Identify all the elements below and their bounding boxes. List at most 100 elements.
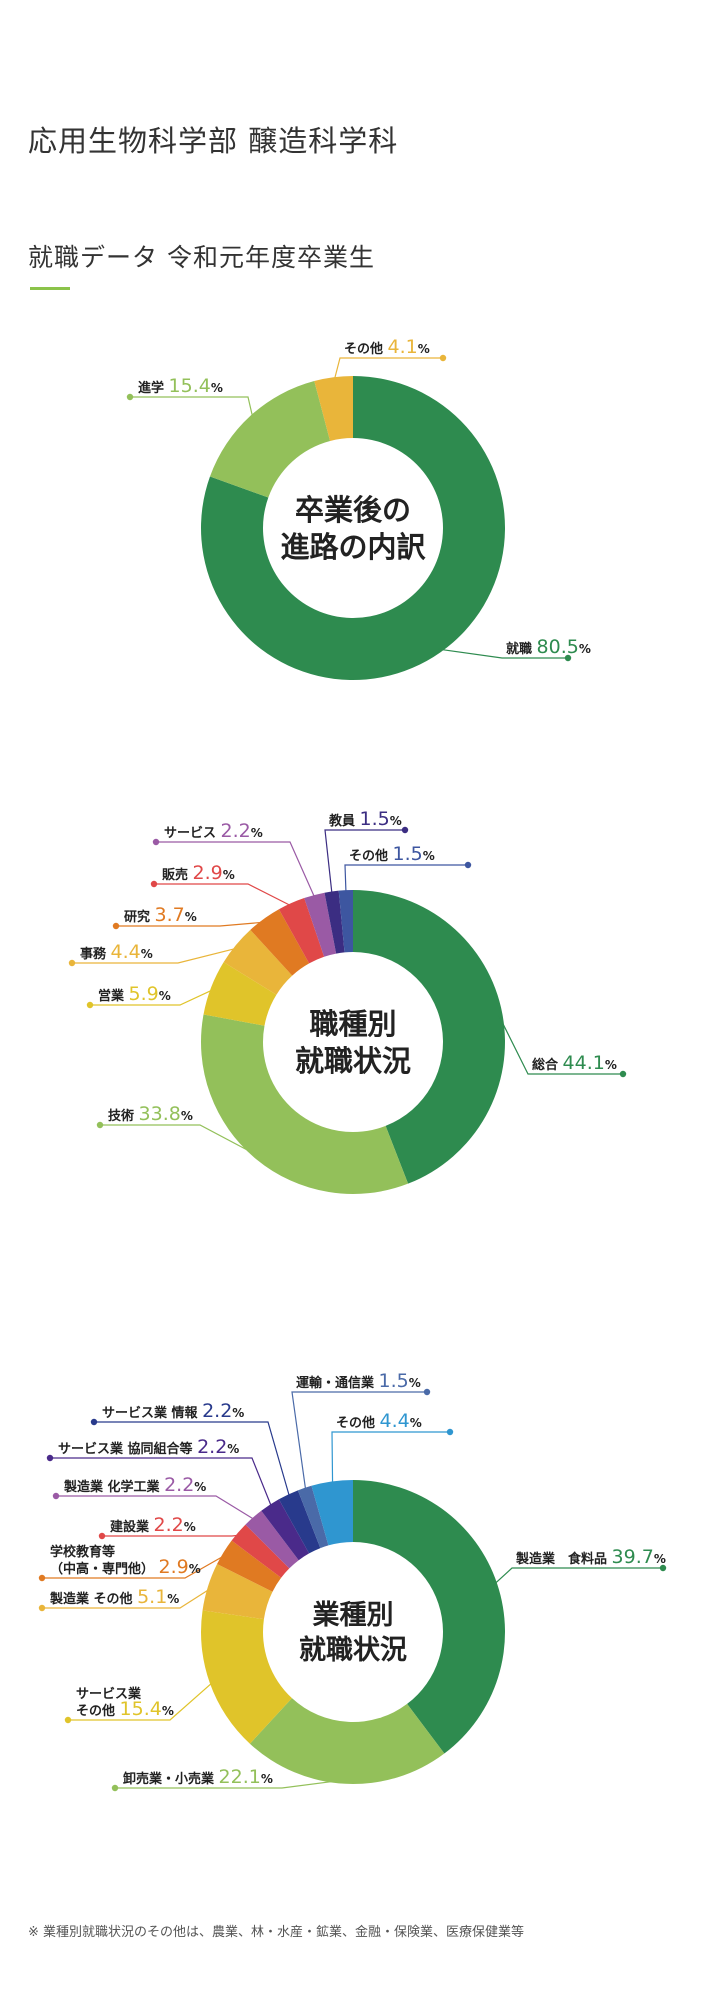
slice-label: サービス 2.2% (164, 820, 263, 842)
leader-line (324, 829, 405, 896)
footnote: ※ 業種別就職状況のその他は、農業、林・水産・鉱業、金融・保険業、医療保健業等 (28, 1925, 525, 1940)
leader-dot (423, 1388, 431, 1396)
leader-line (130, 396, 254, 419)
pie-slice (304, 892, 337, 957)
pie-slice (209, 381, 331, 498)
slice-label: その他 4.4% (336, 1410, 422, 1432)
center-label: 職種別 (309, 1007, 396, 1041)
leader-dot (96, 1121, 104, 1129)
slice-label: 製造業 食料品 39.7% (515, 1546, 666, 1568)
pie-slice (353, 890, 506, 1184)
slice-value: 44.1 (563, 1052, 605, 1074)
slice-value: 80.5 (537, 636, 579, 658)
leader-dot (64, 1716, 72, 1724)
leader-dot (46, 1454, 54, 1462)
slice-value: 22.1 (219, 1766, 261, 1788)
leader-dot (111, 1784, 119, 1792)
slice-label: 製造業 その他 5.1% (49, 1586, 179, 1608)
pie-slice (314, 376, 353, 441)
leader-line (50, 1457, 273, 1509)
leader-dot (86, 1001, 94, 1009)
section-title: 就職データ 令和元年度卒業生 (28, 243, 375, 272)
leader-line (68, 1681, 214, 1721)
leader-line (115, 1779, 346, 1789)
slice-label: 就職 80.5% (506, 636, 591, 658)
leader-dot (52, 1492, 60, 1500)
slice-value: 4.4 (111, 941, 141, 963)
slice-value: 2.9 (193, 862, 223, 884)
title-underline (30, 287, 70, 290)
chart-industry: 製造業 食料品 39.7% 卸売業・小売業 22.1% サービス業 その他 15.4… (38, 1370, 667, 1792)
slice-label: 営業 5.9% (98, 983, 171, 1005)
slice-value: 5.9 (129, 983, 159, 1005)
slice-label: 運輸・通信業 1.5% (296, 1370, 421, 1392)
slice-value: 1.5 (393, 843, 423, 865)
chart-job-type: 総合 44.1% 技術 33.8% 営業 5.9% 事務 4.4% 研究 3.7% 販売 … (68, 808, 627, 1194)
pie-slice (217, 1540, 282, 1592)
pie-slice (203, 962, 277, 1026)
slice-label: 進学 15.4% (138, 375, 223, 397)
slice-label: 学校教育等 (50, 1544, 115, 1560)
leader-dot (446, 1428, 454, 1436)
pie-slice (201, 1610, 292, 1744)
slice-label: サービス業 情報 2.2% (102, 1400, 244, 1422)
slice-value: 4.1 (388, 336, 418, 358)
pie-slice (231, 1524, 290, 1578)
center-label: 進路の内訳 (280, 530, 426, 564)
pie-slice (201, 1014, 409, 1194)
slice-label: 販売 2.9% (162, 862, 235, 884)
slice-value: 1.5 (360, 808, 390, 830)
pie-slice (261, 1499, 310, 1561)
slice-label: 卸売業・小売業 22.1% (123, 1766, 273, 1788)
leader-line (333, 357, 443, 382)
leader-line (100, 1124, 259, 1157)
slice-value: 15.4 (169, 375, 211, 397)
leader-dot (464, 861, 472, 869)
center-label: 就職状況 (295, 1044, 411, 1078)
slice-label: その他 15.4% (76, 1698, 174, 1720)
center-label: 就職状況 (299, 1635, 407, 1666)
pie-slice (311, 1480, 353, 1546)
page-title: 応用生物科学部 醸造科学科 (28, 124, 399, 158)
slice-label: 教員 1.5% (328, 808, 402, 830)
slice-label: その他 1.5% (349, 843, 435, 865)
leader-line (116, 921, 267, 927)
leader-line (42, 1587, 213, 1609)
slice-label: 研究 3.7% (124, 904, 197, 926)
leader-line (156, 841, 316, 900)
leader-dot (112, 922, 120, 930)
slice-value: 2.2 (154, 1514, 184, 1536)
pie-slice (250, 909, 310, 976)
slice-label: 事務 4.4% (80, 941, 153, 963)
leader-line (344, 864, 468, 895)
leader-dot (68, 959, 76, 967)
pie-slice (249, 1698, 445, 1784)
leader-dot (152, 838, 160, 846)
leader-line (291, 1391, 427, 1492)
leader-line (492, 1567, 663, 1586)
slice-value: 4.4 (380, 1410, 410, 1432)
leader-dot (90, 1418, 98, 1426)
leader-line (102, 1534, 242, 1537)
slice-label: 技術 33.8% (108, 1103, 193, 1125)
slice-value: 39.7 (612, 1546, 654, 1568)
leader-line (331, 1431, 450, 1486)
leader-line (56, 1495, 257, 1521)
slice-value: 2.2 (221, 820, 251, 842)
leader-dot (126, 393, 134, 401)
leader-line (438, 648, 568, 659)
slice-label: 総合 44.1% (532, 1052, 617, 1074)
leader-line (154, 883, 294, 908)
slice-value: 5.1 (137, 1586, 167, 1608)
slice-value: 15.4 (120, 1698, 162, 1720)
slice-label: 建設業 2.2% (110, 1514, 196, 1536)
pie-slice (201, 376, 505, 680)
pie-slice (338, 890, 353, 953)
pie-slice (324, 890, 345, 954)
slice-label: （中高・専門他） 2.9% (50, 1556, 201, 1578)
slice-value: 2.9 (159, 1556, 189, 1578)
slice-value: 2.2 (164, 1474, 194, 1496)
leader-dot (38, 1574, 46, 1582)
leader-line (94, 1421, 291, 1499)
